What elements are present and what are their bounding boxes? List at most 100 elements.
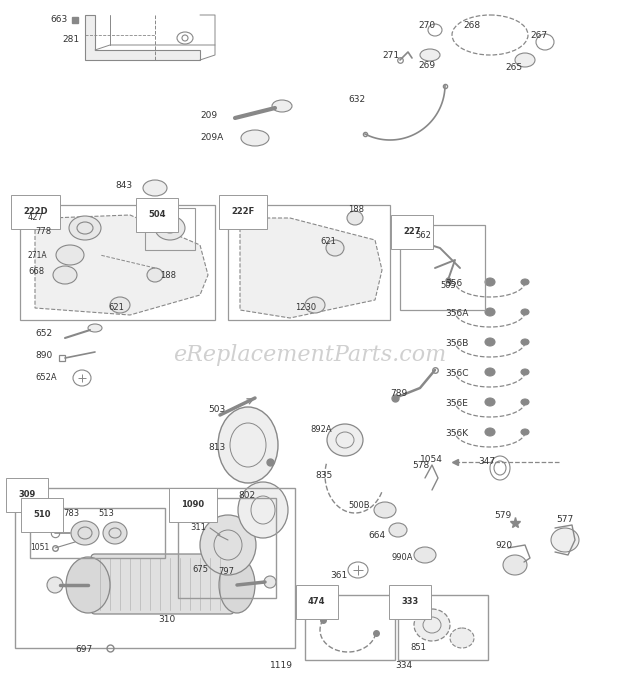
Text: 632: 632 (348, 96, 365, 105)
Polygon shape (85, 15, 200, 60)
Bar (15, 488, 295, 648)
Ellipse shape (305, 297, 325, 313)
Text: 227: 227 (403, 227, 420, 236)
Ellipse shape (389, 523, 407, 537)
Ellipse shape (515, 53, 535, 67)
Text: 268: 268 (463, 21, 480, 30)
Text: 835: 835 (315, 471, 332, 480)
Ellipse shape (241, 130, 269, 146)
Text: 356: 356 (445, 279, 463, 288)
Text: 890: 890 (35, 351, 52, 360)
Text: 813: 813 (208, 444, 225, 453)
Ellipse shape (485, 368, 495, 376)
Text: 347: 347 (478, 457, 495, 466)
Text: 1230: 1230 (295, 304, 316, 313)
Ellipse shape (521, 339, 529, 345)
Text: 281: 281 (62, 35, 79, 44)
Text: 504: 504 (148, 210, 166, 219)
Text: 789: 789 (390, 389, 407, 398)
Text: 668: 668 (28, 267, 44, 277)
Ellipse shape (219, 557, 255, 613)
Ellipse shape (485, 308, 495, 316)
Ellipse shape (200, 515, 256, 575)
Text: 271A: 271A (28, 250, 48, 259)
Text: 356A: 356A (445, 310, 468, 319)
Text: 188: 188 (160, 272, 176, 281)
Text: 427: 427 (28, 213, 44, 222)
Ellipse shape (47, 577, 63, 593)
Ellipse shape (521, 399, 529, 405)
Ellipse shape (103, 522, 127, 544)
Ellipse shape (485, 398, 495, 406)
Text: 1090: 1090 (181, 500, 204, 509)
Text: 188: 188 (348, 206, 364, 215)
Ellipse shape (326, 240, 344, 256)
Text: 503: 503 (208, 405, 225, 414)
Text: 222D: 222D (23, 207, 48, 216)
Ellipse shape (71, 521, 99, 545)
Text: 500B: 500B (348, 500, 370, 509)
Text: 577: 577 (556, 516, 574, 525)
Text: 621: 621 (108, 304, 124, 313)
Text: 892A: 892A (310, 426, 332, 435)
Text: 271: 271 (382, 51, 399, 60)
Ellipse shape (450, 628, 474, 648)
Ellipse shape (414, 547, 436, 563)
Ellipse shape (485, 278, 495, 286)
Text: 267: 267 (530, 30, 547, 40)
Ellipse shape (69, 216, 101, 240)
Bar (305, 595, 395, 660)
Ellipse shape (147, 268, 163, 282)
Bar (145, 208, 195, 250)
Text: 843: 843 (115, 180, 132, 189)
Text: 652A: 652A (35, 374, 56, 383)
Bar (228, 205, 390, 320)
Text: 663: 663 (50, 15, 67, 24)
Text: 356K: 356K (445, 430, 468, 439)
Text: 309: 309 (18, 490, 35, 499)
Ellipse shape (521, 429, 529, 435)
Text: 652: 652 (35, 328, 52, 337)
Ellipse shape (420, 49, 440, 61)
Ellipse shape (66, 557, 110, 613)
Text: 356B: 356B (445, 340, 468, 349)
Text: 802: 802 (238, 491, 255, 500)
Ellipse shape (374, 502, 396, 518)
Text: 356C: 356C (445, 369, 469, 378)
Text: 664: 664 (368, 531, 385, 539)
Text: 1054: 1054 (420, 455, 443, 464)
Bar (400, 225, 485, 310)
Ellipse shape (238, 482, 288, 538)
Text: 361: 361 (330, 570, 347, 579)
Ellipse shape (485, 338, 495, 346)
Ellipse shape (56, 245, 84, 265)
Text: 851: 851 (410, 644, 426, 653)
Ellipse shape (521, 309, 529, 315)
Text: 265: 265 (505, 64, 522, 73)
Ellipse shape (155, 216, 185, 240)
Text: 778: 778 (35, 227, 51, 236)
Text: 578: 578 (412, 461, 429, 469)
Polygon shape (35, 215, 208, 315)
Ellipse shape (485, 428, 495, 436)
Ellipse shape (503, 555, 527, 575)
Text: 621: 621 (320, 238, 336, 247)
Text: eReplacementParts.com: eReplacementParts.com (174, 344, 446, 366)
Text: 697: 697 (75, 645, 92, 654)
Ellipse shape (521, 279, 529, 285)
Ellipse shape (88, 324, 102, 332)
Ellipse shape (143, 180, 167, 196)
Bar (30, 508, 165, 558)
Text: 333: 333 (401, 597, 418, 606)
Text: 1119: 1119 (270, 660, 293, 669)
Ellipse shape (53, 266, 77, 284)
Text: 513: 513 (98, 509, 114, 518)
Text: 579: 579 (494, 511, 512, 520)
Text: 562: 562 (415, 231, 431, 240)
Ellipse shape (551, 528, 579, 552)
Text: 310: 310 (158, 615, 175, 624)
Text: 505: 505 (440, 281, 456, 290)
Text: 209: 209 (200, 110, 217, 119)
Ellipse shape (110, 297, 130, 313)
Ellipse shape (272, 100, 292, 112)
